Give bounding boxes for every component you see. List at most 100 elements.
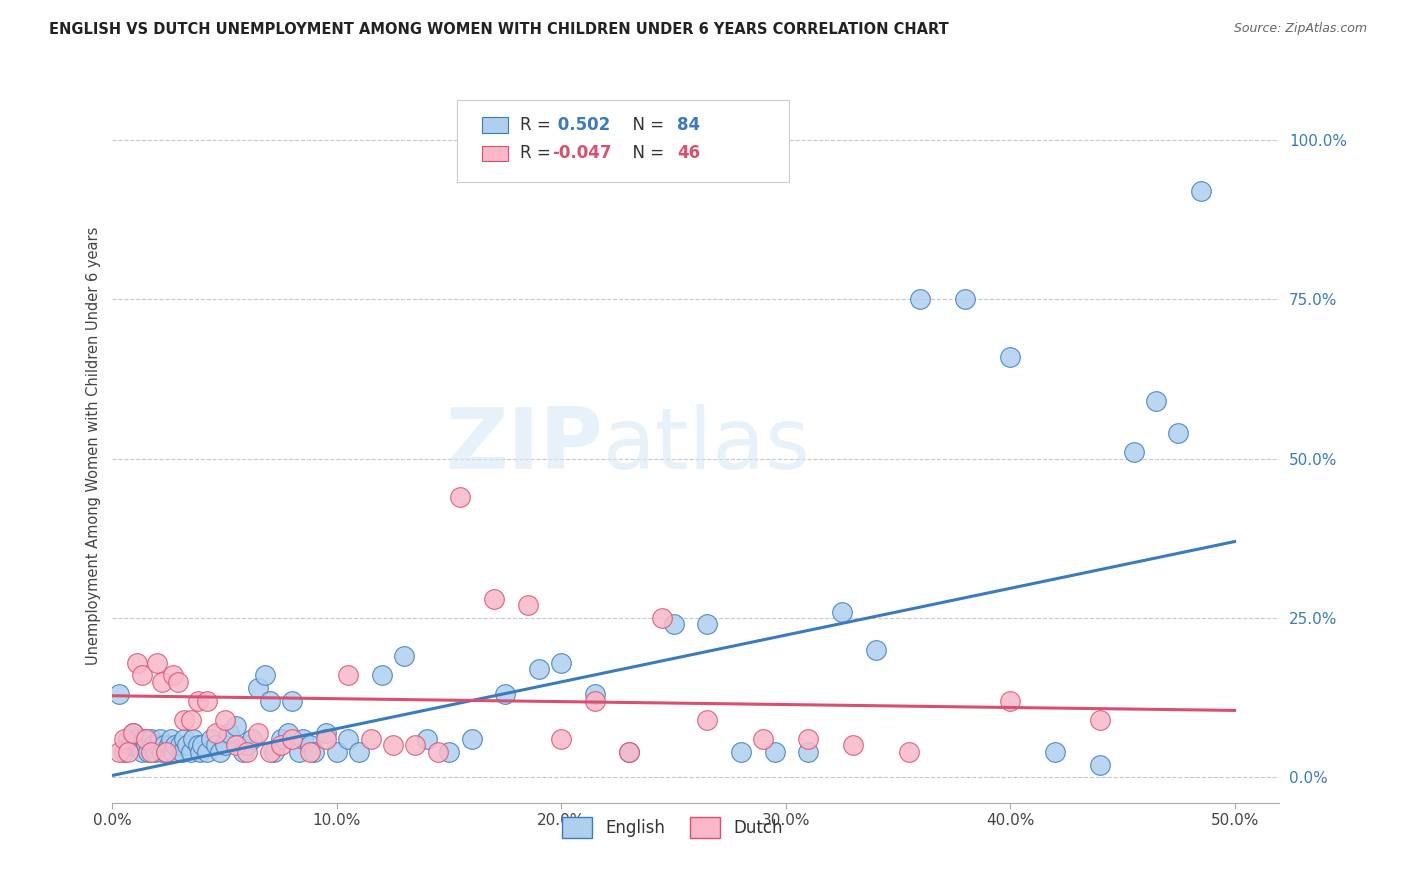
Point [127,732,149,747]
Point [173,732,195,747]
Point [176,739,198,753]
Point [128,739,150,753]
Point [138,745,160,759]
Point [482,591,505,606]
Point [404,739,426,753]
Point [149,732,172,747]
Text: Source: ZipAtlas.com: Source: ZipAtlas.com [1233,22,1367,36]
Point [187,739,209,753]
Point [752,732,775,747]
Point [797,732,820,747]
Point [232,745,254,759]
Point [415,732,437,747]
Point [1167,426,1189,441]
Point [662,617,685,632]
Point [651,611,673,625]
Point [209,745,232,759]
Point [214,713,236,727]
Point [142,739,165,753]
Point [1088,713,1111,727]
Point [1043,745,1066,759]
Text: ENGLISH VS DUTCH UNEMPLOYMENT AMONG WOMEN WITH CHILDREN UNDER 6 YEARS CORRELATIO: ENGLISH VS DUTCH UNEMPLOYMENT AMONG WOME… [49,22,949,37]
Point [180,745,202,759]
Y-axis label: Unemployment Among Women with Children Under 6 years: Unemployment Among Women with Children U… [86,227,101,665]
Point [108,688,131,702]
Point [298,739,321,753]
Point [204,739,226,753]
Point [1189,184,1212,198]
Point [394,649,416,664]
Point [150,745,173,759]
Point [292,732,315,747]
Point [135,732,157,747]
Point [287,745,309,759]
Point [160,732,183,747]
Point [337,668,360,682]
Point [842,739,865,753]
Point [865,643,887,657]
Point [617,745,640,759]
Point [449,490,471,504]
Point [583,688,606,702]
Point [382,739,405,753]
Point [170,745,193,759]
Point [254,668,277,682]
Point [315,732,337,747]
Point [263,745,285,759]
Point [910,293,932,307]
Point [121,725,143,739]
Point [150,674,173,689]
Point [127,656,149,670]
Point [155,745,177,759]
Point [162,745,184,759]
Point [276,725,298,739]
Point [304,745,326,759]
Point [112,732,135,747]
Point [108,745,131,759]
Point [259,694,281,708]
Point [550,732,572,747]
Point [187,694,209,708]
Point [326,745,349,759]
Point [349,745,371,759]
Point [117,732,139,747]
Point [315,725,337,739]
Point [181,732,204,747]
Point [617,745,640,759]
Point [195,745,218,759]
Point [117,745,139,759]
Point [139,732,162,747]
Point [298,745,321,759]
Text: N =: N = [623,116,669,134]
Point [225,739,247,753]
Text: R =: R = [520,145,555,162]
Point [281,694,304,708]
Point [146,739,169,753]
Point [247,681,270,695]
Point [131,668,153,682]
Point [281,732,304,747]
Point [236,745,259,759]
Point [204,725,226,739]
Point [831,605,853,619]
Point [153,739,176,753]
Point [191,739,214,753]
Point [131,745,153,759]
Point [730,745,752,759]
Text: N =: N = [623,145,669,162]
Point [132,732,155,747]
Point [218,725,240,739]
Point [247,725,270,739]
Point [583,694,606,708]
Point [270,739,292,753]
FancyBboxPatch shape [482,117,508,133]
Point [165,739,187,753]
Point [259,745,281,759]
Text: 46: 46 [678,145,700,162]
FancyBboxPatch shape [457,100,789,182]
Point [998,350,1021,364]
Point [188,745,211,759]
Point [898,745,921,759]
Point [169,739,191,753]
Point [437,745,460,759]
